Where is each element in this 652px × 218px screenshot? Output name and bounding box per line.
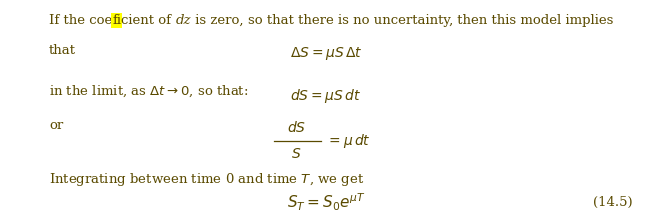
Text: then this model implies: then this model implies bbox=[453, 14, 614, 27]
Text: Integrating between time 0 and time $T$, we get: Integrating between time 0 and time $T$,… bbox=[49, 171, 364, 188]
Text: (14.5): (14.5) bbox=[593, 196, 632, 209]
Text: dz: dz bbox=[175, 14, 191, 27]
Text: fi: fi bbox=[112, 14, 121, 27]
Text: If the coe: If the coe bbox=[49, 14, 112, 27]
Text: $dS = \mu S\, dt$: $dS = \mu S\, dt$ bbox=[290, 87, 362, 105]
Text: $S$: $S$ bbox=[291, 147, 302, 161]
Text: is zero,: is zero, bbox=[191, 14, 248, 27]
Text: $dS$: $dS$ bbox=[287, 120, 306, 135]
Text: or: or bbox=[49, 119, 63, 132]
Text: in the limit, as $\Delta t \rightarrow 0$, so that:: in the limit, as $\Delta t \rightarrow 0… bbox=[49, 84, 248, 99]
Text: $\Delta S = \mu S\, \Delta t$: $\Delta S = \mu S\, \Delta t$ bbox=[289, 45, 363, 62]
Text: $S_T = S_0 e^{\mu T}$: $S_T = S_0 e^{\mu T}$ bbox=[287, 192, 365, 213]
Text: cient of: cient of bbox=[121, 14, 175, 27]
Text: that: that bbox=[49, 44, 76, 57]
Text: so that there is no uncertainty,: so that there is no uncertainty, bbox=[248, 14, 453, 27]
Text: $= \mu\, dt$: $= \mu\, dt$ bbox=[326, 132, 371, 150]
